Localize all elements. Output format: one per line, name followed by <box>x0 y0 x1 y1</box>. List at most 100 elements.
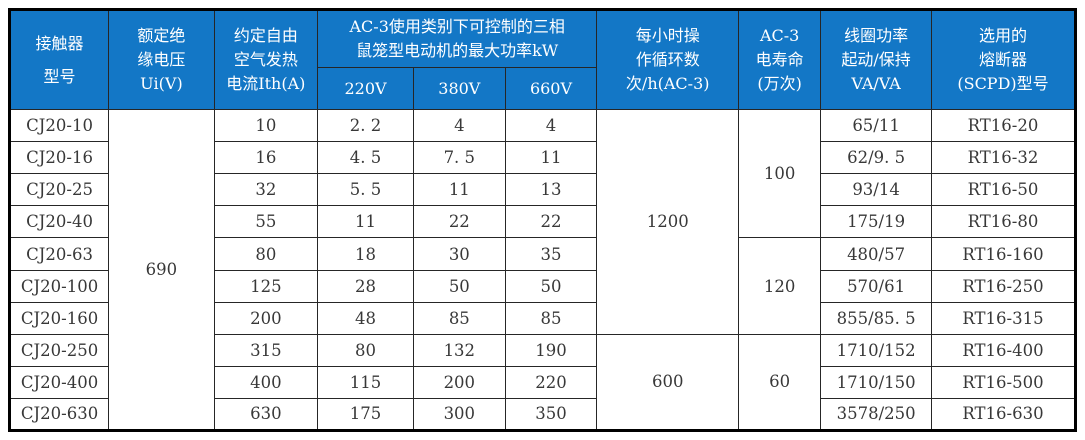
power-660-cell: 85 <box>504 301 598 335</box>
fuse-cell: RT16-32 <box>931 141 1076 175</box>
header-row-top: 接触器 型号 额定绝 缘电压 Ui(V) 约定自由 空气发热 电流Ith(A) … <box>8 8 1076 111</box>
header-max-power-group: AC-3使用类别下可控制的三相 鼠笼型电动机的最大功率kW <box>317 8 598 69</box>
fuse-cell: RT16-500 <box>931 365 1076 399</box>
power-220-cell: 48 <box>317 301 414 335</box>
power-220-cell: 115 <box>317 365 414 399</box>
fuse-cell: RT16-250 <box>931 269 1076 303</box>
cycles-merged-cell: 1200 <box>596 109 740 335</box>
power-380-cell: 50 <box>412 269 506 303</box>
ith-cell: 400 <box>213 365 319 399</box>
power-660-cell: 22 <box>504 205 598 239</box>
table-row: CJ20-160 200 48 85 85 855/85. 5 RT16-315 <box>8 301 1076 335</box>
power-220-cell: 28 <box>317 269 414 303</box>
power-380-cell: 7. 5 <box>412 141 506 175</box>
coil-cell: 175/19 <box>820 205 933 239</box>
header-operating-cycles: 每小时操 作循环数 次/h(AC-3) <box>596 8 740 111</box>
power-220-cell: 11 <box>317 205 414 239</box>
power-660-cell: 50 <box>504 269 598 303</box>
model-cell: CJ20-250 <box>8 333 110 367</box>
fuse-cell: RT16-20 <box>931 109 1076 143</box>
coil-cell: 65/11 <box>820 109 933 143</box>
header-thermal-current: 约定自由 空气发热 电流Ith(A) <box>213 8 319 111</box>
power-380-cell: 11 <box>412 173 506 207</box>
coil-cell: 93/14 <box>820 173 933 207</box>
power-660-cell: 350 <box>504 397 598 432</box>
table-row: CJ20-10 690 10 2. 2 4 4 1200 100 65/11 R… <box>8 109 1076 431</box>
model-cell: CJ20-100 <box>8 269 110 303</box>
model-cell: CJ20-10 <box>8 109 110 143</box>
power-220-cell: 18 <box>317 237 414 271</box>
coil-cell: 570/61 <box>820 269 933 303</box>
model-cell: CJ20-63 <box>8 237 110 271</box>
ui-merged-cell: 690 <box>108 109 215 431</box>
coil-cell: 855/85. 5 <box>820 301 933 335</box>
power-380-cell: 132 <box>412 333 506 367</box>
header-electrical-life: AC-3 电寿命 (万次) <box>738 8 822 111</box>
table-row: CJ20-40 55 11 22 22 175/19 RT16-80 <box>8 205 1076 239</box>
header-insulation-voltage: 额定绝 缘电压 Ui(V) <box>108 8 215 111</box>
table-row: CJ20-63 80 18 30 35 120 480/57 RT16-160 <box>8 237 1076 335</box>
ith-cell: 32 <box>213 173 319 207</box>
table-row: CJ20-630 630 175 300 350 3578/250 RT16-6… <box>8 397 1076 432</box>
power-380-cell: 85 <box>412 301 506 335</box>
header-fuse-type: 选用的 熔断器 (SCPD)型号 <box>931 8 1076 111</box>
ith-cell: 630 <box>213 397 319 432</box>
contactor-spec-table: 接触器 型号 额定绝 缘电压 Ui(V) 约定自由 空气发热 电流Ith(A) … <box>8 8 1077 432</box>
power-660-cell: 190 <box>504 333 598 367</box>
ith-cell: 200 <box>213 301 319 335</box>
power-380-cell: 300 <box>412 397 506 432</box>
table-row: CJ20-250 315 80 132 190 600 60 1710/152 … <box>8 333 1076 432</box>
contactor-spec-table-container: 接触器 型号 额定绝 缘电压 Ui(V) 约定自由 空气发热 电流Ith(A) … <box>8 8 1077 432</box>
model-cell: CJ20-160 <box>8 301 110 335</box>
power-660-cell: 4 <box>504 109 598 143</box>
model-cell: CJ20-400 <box>8 365 110 399</box>
coil-cell: 62/9. 5 <box>820 141 933 175</box>
header-660v: 660V <box>504 67 598 111</box>
power-220-cell: 2. 2 <box>317 109 414 143</box>
fuse-cell: RT16-80 <box>931 205 1076 239</box>
fuse-cell: RT16-400 <box>931 333 1076 367</box>
coil-cell: 1710/150 <box>820 365 933 399</box>
power-220-cell: 175 <box>317 397 414 432</box>
cycles-merged-cell: 600 <box>596 333 740 432</box>
life-merged-cell: 100 <box>738 109 822 239</box>
coil-cell: 1710/152 <box>820 333 933 367</box>
header-coil-power: 线圈功率 起动/保持 VA/VA <box>820 8 933 111</box>
table-row: CJ20-25 32 5. 5 11 13 93/14 RT16-50 <box>8 173 1076 207</box>
header-220v: 220V <box>317 67 414 111</box>
fuse-cell: RT16-630 <box>931 397 1076 432</box>
model-cell: CJ20-630 <box>8 397 110 432</box>
fuse-cell: RT16-315 <box>931 301 1076 335</box>
fuse-cell: RT16-50 <box>931 173 1076 207</box>
power-660-cell: 13 <box>504 173 598 207</box>
power-660-cell: 220 <box>504 365 598 399</box>
power-380-cell: 200 <box>412 365 506 399</box>
ith-cell: 55 <box>213 205 319 239</box>
model-cell: CJ20-16 <box>8 141 110 175</box>
ith-cell: 80 <box>213 237 319 271</box>
power-660-cell: 35 <box>504 237 598 271</box>
header-row-sub: 220V 380V 660V <box>10 67 1076 111</box>
ith-cell: 16 <box>213 141 319 175</box>
life-merged-cell: 60 <box>738 333 822 432</box>
coil-cell: 480/57 <box>820 237 933 271</box>
power-660-cell: 11 <box>504 141 598 175</box>
ith-cell: 125 <box>213 269 319 303</box>
header-model: 接触器 型号 <box>8 8 110 111</box>
coil-cell: 3578/250 <box>820 397 933 432</box>
model-cell: CJ20-25 <box>8 173 110 207</box>
life-merged-cell: 120 <box>738 237 822 335</box>
power-380-cell: 30 <box>412 237 506 271</box>
ith-cell: 315 <box>213 333 319 367</box>
power-380-cell: 22 <box>412 205 506 239</box>
power-220-cell: 5. 5 <box>317 173 414 207</box>
table-row: CJ20-100 125 28 50 50 570/61 RT16-250 <box>8 269 1076 303</box>
table-row: CJ20-16 16 4. 5 7. 5 11 62/9. 5 RT16-32 <box>8 141 1076 175</box>
fuse-cell: RT16-160 <box>931 237 1076 271</box>
power-220-cell: 4. 5 <box>317 141 414 175</box>
power-220-cell: 80 <box>317 333 414 367</box>
model-cell: CJ20-40 <box>8 205 110 239</box>
power-380-cell: 4 <box>412 109 506 143</box>
ith-cell: 10 <box>213 109 319 143</box>
table-row: CJ20-400 400 115 200 220 1710/150 RT16-5… <box>8 365 1076 399</box>
